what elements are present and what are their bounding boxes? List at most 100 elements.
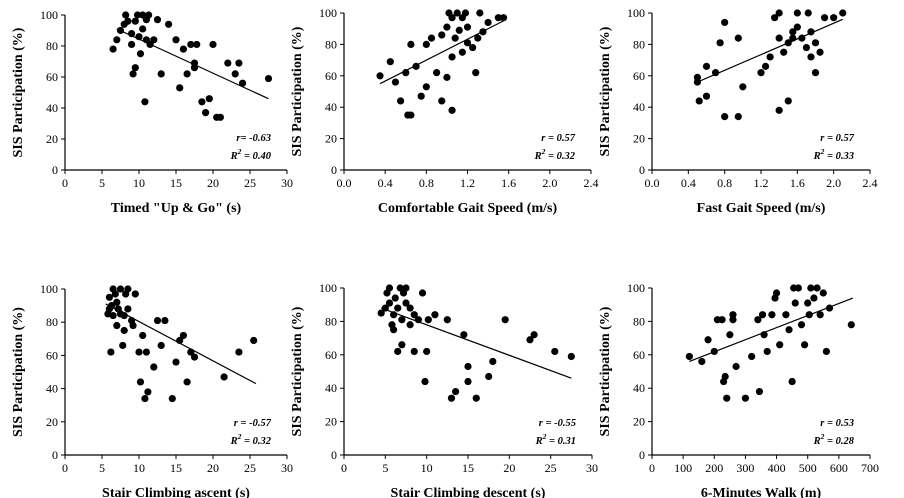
- data-point: [131, 64, 139, 72]
- data-point: [398, 316, 406, 324]
- y-tick-label: 80: [46, 39, 58, 53]
- data-point: [702, 62, 711, 70]
- data-point: [391, 294, 399, 302]
- x-tick-label: 15: [170, 461, 182, 475]
- y-tick-label: 100: [319, 281, 337, 295]
- data-point: [129, 321, 137, 330]
- data-point: [172, 36, 180, 44]
- data-point: [119, 341, 127, 350]
- x-tick-label: 300: [736, 461, 754, 475]
- data-point: [847, 321, 855, 329]
- data-point: [797, 321, 806, 329]
- data-point: [390, 326, 398, 334]
- y-tick-label: 100: [40, 8, 58, 22]
- data-point: [433, 69, 441, 77]
- data-point: [494, 14, 502, 22]
- data-point: [763, 347, 771, 356]
- data-point: [734, 113, 742, 121]
- data-point: [776, 341, 784, 349]
- x-tick-label: 2.0: [826, 176, 841, 190]
- data-point: [464, 377, 472, 386]
- data-point: [789, 34, 797, 42]
- data-point: [685, 352, 693, 361]
- data-point: [830, 14, 838, 22]
- data-point: [150, 36, 158, 44]
- data-point: [402, 69, 410, 77]
- data-point: [448, 14, 456, 22]
- y-tick-label: 100: [319, 6, 337, 20]
- data-point: [193, 40, 201, 49]
- data-point: [443, 316, 451, 324]
- data-point: [176, 84, 184, 92]
- y-tick-label: 20: [325, 415, 337, 429]
- data-point: [726, 331, 734, 339]
- data-point: [782, 311, 790, 319]
- scatter-chart-2: 0 20 40 60 80 100 0.0 0.4 0.8 1.2 1.6 2.0 2.4 Comfort…: [290, 6, 599, 216]
- data-point: [431, 311, 439, 319]
- r-squared-exponent: 2: [542, 432, 547, 441]
- data-point: [732, 362, 740, 371]
- data-point: [179, 331, 187, 340]
- data-point: [804, 9, 812, 17]
- data-point: [202, 109, 210, 117]
- data-point: [402, 299, 410, 307]
- x-tick-label: 1.6: [790, 176, 805, 190]
- x-tick-label: 5: [99, 176, 105, 190]
- data-point: [397, 97, 405, 105]
- data-point: [458, 48, 466, 56]
- data-point: [198, 98, 206, 106]
- data-point: [187, 348, 195, 356]
- x-tick-label: 100: [674, 461, 692, 475]
- y-tick-label: 0: [639, 163, 645, 177]
- data-point: [122, 11, 130, 19]
- y-tick-label: 20: [325, 132, 337, 146]
- x-tick-label: 20: [503, 461, 515, 475]
- data-point: [793, 23, 801, 31]
- data-point: [231, 70, 239, 78]
- r-squared-label: R2 = 0.28: [813, 432, 855, 447]
- data-point: [755, 387, 764, 396]
- data-point: [190, 64, 199, 72]
- data-point: [153, 16, 162, 24]
- y-tick-label: 20: [46, 415, 58, 429]
- data-point: [721, 18, 729, 27]
- x-tick-label: 0.8: [717, 176, 732, 190]
- data-point: [772, 289, 781, 297]
- scatter-chart-4: 0 20 40 60 80 100 0 5 10 15 20 25 30 Stair Climbing a…: [11, 282, 293, 498]
- x-tick-label: 10: [133, 176, 145, 190]
- x-tick-label: 5: [99, 461, 105, 475]
- data-point: [768, 311, 776, 319]
- x-tick-label: 25: [244, 461, 256, 475]
- y-tick-label: 60: [633, 348, 645, 362]
- data-point: [489, 357, 497, 366]
- data-point: [816, 48, 824, 56]
- data-point: [385, 299, 394, 307]
- data-point: [438, 31, 446, 39]
- data-point: [530, 331, 538, 339]
- y-tick-label: 40: [325, 381, 337, 395]
- correlation-r-label: r = 0.57: [820, 133, 854, 144]
- data-point: [784, 39, 792, 47]
- data-point: [567, 352, 575, 361]
- data-point: [394, 347, 402, 356]
- data-point: [421, 377, 429, 386]
- y-tick-label: 60: [633, 69, 645, 83]
- y-tick-label: 0: [52, 163, 58, 177]
- data-point: [723, 394, 731, 402]
- data-point: [220, 373, 228, 381]
- data-point: [455, 26, 463, 34]
- data-point: [216, 113, 224, 121]
- data-point: [443, 23, 451, 31]
- data-point: [775, 9, 783, 17]
- data-point: [205, 95, 213, 103]
- data-point: [460, 331, 468, 339]
- data-point: [463, 39, 472, 47]
- scatter-chart-3: 0 20 40 60 80 100 0.0 0.4 0.8 1.2 1.6 2.0 2.4 Fast Ga…: [598, 6, 878, 216]
- correlation-r-label: r = 0.57: [541, 133, 575, 144]
- r-squared-value: = 0.28: [824, 436, 854, 447]
- correlation-r-label: r= -0.63: [236, 133, 271, 144]
- y-tick-label: 20: [46, 132, 58, 146]
- scatter-chart-5: 0 20 40 60 80 100 0 5 10 15 20 25 30 Stair Climbing d…: [290, 281, 598, 498]
- x-tick-label: 0.0: [645, 176, 660, 190]
- data-point: [805, 311, 813, 319]
